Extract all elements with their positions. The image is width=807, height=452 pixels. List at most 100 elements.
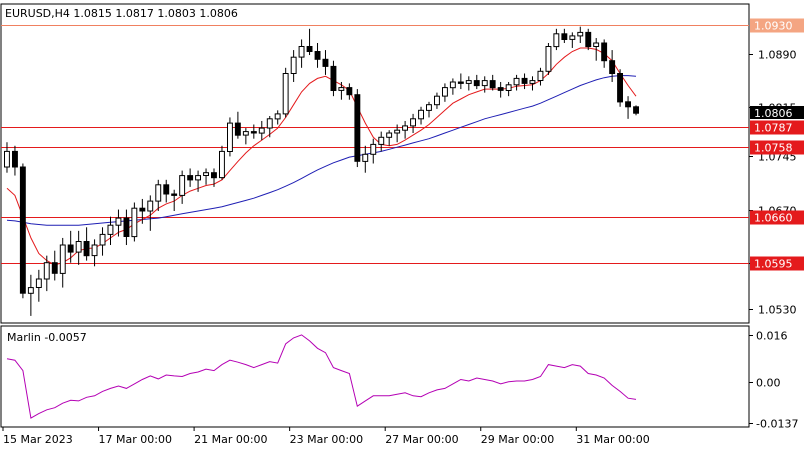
candle-body-bull: [91, 244, 98, 257]
candle-body-bear: [211, 172, 217, 179]
candle: [314, 42, 321, 68]
candle: [362, 145, 369, 173]
candle: [83, 227, 90, 261]
candle-body-bear: [609, 60, 616, 75]
candle: [67, 230, 74, 263]
time-tick-label: 21 Mar 00:00: [194, 433, 267, 446]
candle-body-bull: [274, 113, 281, 120]
time-axis: 15 Mar 2023 17 Mar 00:00 21 Mar 00:00 23 Ma…: [2, 427, 650, 446]
candle: [123, 209, 130, 246]
candle: [553, 28, 560, 51]
candle: [139, 198, 146, 224]
candle-body-bear: [473, 80, 480, 87]
candle-body-bull: [513, 77, 520, 86]
candle-body-bull: [481, 80, 488, 87]
candle-body-bull: [227, 122, 233, 152]
candle: [298, 39, 305, 68]
candle: [242, 128, 249, 145]
candle-body-bear: [19, 166, 26, 294]
candle: [410, 113, 417, 134]
candle-body-bear: [346, 87, 353, 96]
candle-body-bull: [266, 118, 273, 129]
candle: [561, 28, 568, 43]
candle: [322, 50, 329, 75]
candle-body-bear: [234, 122, 241, 136]
candle: [59, 237, 66, 288]
candle-body-bull: [426, 104, 432, 111]
candle: [402, 120, 409, 139]
level-tag-label: 1.0930: [754, 20, 793, 33]
candle-body-bear: [314, 51, 321, 60]
candle: [107, 216, 114, 246]
candle-body-bull: [465, 80, 472, 84]
candle: [147, 195, 154, 231]
candlesticks: [4, 26, 639, 316]
candle-body-bull: [27, 287, 34, 294]
candle: [625, 96, 631, 119]
candle-body-bull: [593, 42, 600, 47]
candle-body-bull: [43, 262, 50, 280]
current-price-tag-box: [750, 106, 804, 119]
candle-body-bear: [457, 81, 464, 84]
candle: [282, 67, 289, 118]
candle: [219, 145, 225, 180]
symbol-header: EURUSD,H4 1.0815 1.0817 1.0803 1.0806: [5, 7, 238, 20]
candle-body-bear: [187, 175, 194, 181]
time-tick-label: 31 Mar 00:00: [576, 433, 649, 446]
candle: [35, 269, 42, 302]
candle-body-bear: [601, 42, 608, 62]
candle: [473, 74, 480, 90]
candle-body-bull: [386, 132, 393, 138]
candle-body-bull: [203, 172, 210, 176]
candle-body-bull: [115, 217, 122, 226]
candle-body-bear: [163, 184, 170, 195]
candle-body-bull: [545, 46, 552, 72]
price-tick-label: 1.0530: [758, 304, 797, 317]
candle: [91, 239, 98, 267]
candle-body-bull: [219, 150, 225, 179]
candle: [211, 168, 217, 187]
candle-body-bear: [330, 65, 337, 92]
indicator-pane[interactable]: Marlin -0.0057: [0, 325, 750, 428]
candle-body-bull: [282, 73, 289, 115]
level-tag-box: [750, 140, 804, 155]
candle-body-bull: [338, 87, 345, 91]
candle: [131, 202, 138, 242]
candle: [457, 73, 464, 90]
candle-body-bull: [179, 175, 186, 196]
candle: [521, 73, 528, 90]
candle: [633, 105, 639, 116]
candle: [27, 274, 34, 316]
candle-body-bull: [258, 127, 265, 134]
candle: [43, 255, 50, 292]
candle: [601, 39, 608, 68]
candle-body-bull: [362, 153, 369, 162]
candle-body-bear: [625, 101, 631, 108]
candle-body-bear: [67, 244, 74, 253]
marlin-oscillator-line: [6, 334, 637, 419]
price-pane[interactable]: EURUSD,H4 1.0815 1.0817 1.0803 1.0806: [0, 3, 750, 324]
current-price-tag: 1.0806: [750, 106, 804, 120]
candle: [179, 170, 186, 204]
candle-body-bull: [35, 278, 42, 288]
candle-body-bull: [394, 129, 401, 134]
candle-body-bull: [242, 131, 249, 136]
price-pane-border: [0, 3, 750, 324]
candle-body-bull: [99, 233, 106, 246]
candle-body-bull: [370, 143, 377, 155]
level-tag-label: 1.0595: [754, 258, 793, 271]
candle: [426, 101, 432, 118]
candle: [203, 168, 210, 185]
candle-body-bull: [298, 46, 305, 58]
candle: [386, 130, 393, 146]
candle: [266, 116, 273, 138]
candle-body-bear: [171, 193, 178, 196]
level-tag-box: [750, 210, 804, 225]
candle: [609, 50, 616, 82]
candle-body-bear: [83, 241, 90, 257]
candle: [250, 124, 257, 139]
candle-body-bull: [449, 81, 456, 89]
candle: [274, 110, 281, 125]
